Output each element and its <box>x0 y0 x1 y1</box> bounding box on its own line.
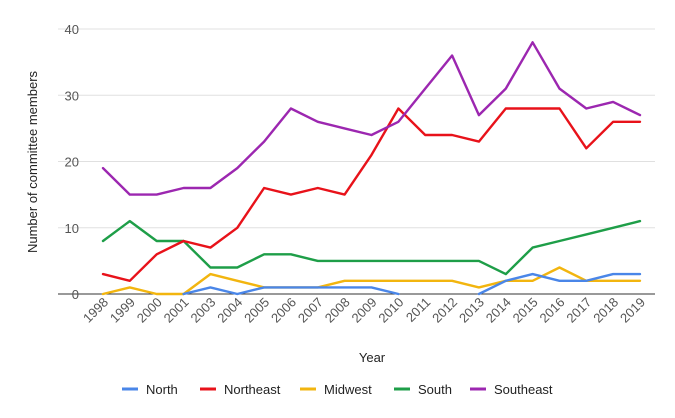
series-lines <box>101 41 642 296</box>
x-tick-label-2000: 2000 <box>134 295 165 326</box>
legend-label-south: South <box>418 382 452 397</box>
x-tick-label-2009: 2009 <box>349 295 380 326</box>
y-tick-label-20: 20 <box>65 155 79 170</box>
series-line-north-1 <box>477 272 642 296</box>
legend-item-north: North <box>122 382 178 397</box>
series-line-midwest-0 <box>101 266 642 296</box>
legend-item-northeast: Northeast <box>200 382 281 397</box>
series-line-southeast-0 <box>101 41 642 196</box>
x-tick-label-2014: 2014 <box>483 295 514 326</box>
legend-item-southeast: Southeast <box>470 382 553 397</box>
x-tick-label-2015: 2015 <box>510 295 541 326</box>
x-tick-label-1998: 1998 <box>80 295 111 326</box>
x-tick-label-2012: 2012 <box>429 295 460 326</box>
legend-label-northeast: Northeast <box>224 382 281 397</box>
x-tick-label-2007: 2007 <box>295 295 326 326</box>
x-tick-label-2004: 2004 <box>214 295 245 326</box>
y-tick-label-30: 30 <box>65 88 79 103</box>
x-tick-label-2018: 2018 <box>590 295 621 326</box>
x-tick-label-2016: 2016 <box>537 295 568 326</box>
series-line-north-0 <box>182 286 400 296</box>
series-south <box>101 219 642 276</box>
x-axis-ticks: 1998199920002001200320042005200620072008… <box>80 295 648 326</box>
x-tick-label-2003: 2003 <box>187 295 218 326</box>
legend-item-south: South <box>394 382 452 397</box>
legend-item-midwest: Midwest <box>300 382 372 397</box>
x-tick-label-2019: 2019 <box>617 295 648 326</box>
y-tick-label-10: 10 <box>65 221 79 236</box>
x-tick-label-2010: 2010 <box>375 295 406 326</box>
grid-lines <box>58 28 655 295</box>
series-north <box>182 272 642 296</box>
series-midwest <box>101 266 642 296</box>
y-tick-label-0: 0 <box>72 287 79 302</box>
legend-label-north: North <box>146 382 178 397</box>
series-line-south-0 <box>101 219 642 276</box>
y-axis-ticks: 0 10 20 30 40 <box>65 22 79 302</box>
y-tick-label-40: 40 <box>65 22 79 37</box>
y-axis-title: Number of committee members <box>25 70 40 253</box>
x-tick-label-2017: 2017 <box>563 295 594 326</box>
x-tick-label-2013: 2013 <box>456 295 487 326</box>
x-tick-label-2011: 2011 <box>403 295 433 325</box>
series-northeast <box>101 107 642 282</box>
x-tick-label-2006: 2006 <box>268 295 299 326</box>
x-tick-label-2005: 2005 <box>241 295 272 326</box>
legend-label-midwest: Midwest <box>324 382 372 397</box>
legend: North Northeast Midwest South Southeast <box>122 382 553 397</box>
x-tick-label-2008: 2008 <box>322 295 353 326</box>
x-axis-title: Year <box>359 350 386 365</box>
series-southeast <box>101 41 642 196</box>
x-tick-label-2001: 2001 <box>161 295 192 326</box>
legend-label-southeast: Southeast <box>494 382 553 397</box>
x-tick-label-1999: 1999 <box>107 295 138 326</box>
series-line-northeast-0 <box>101 107 642 282</box>
